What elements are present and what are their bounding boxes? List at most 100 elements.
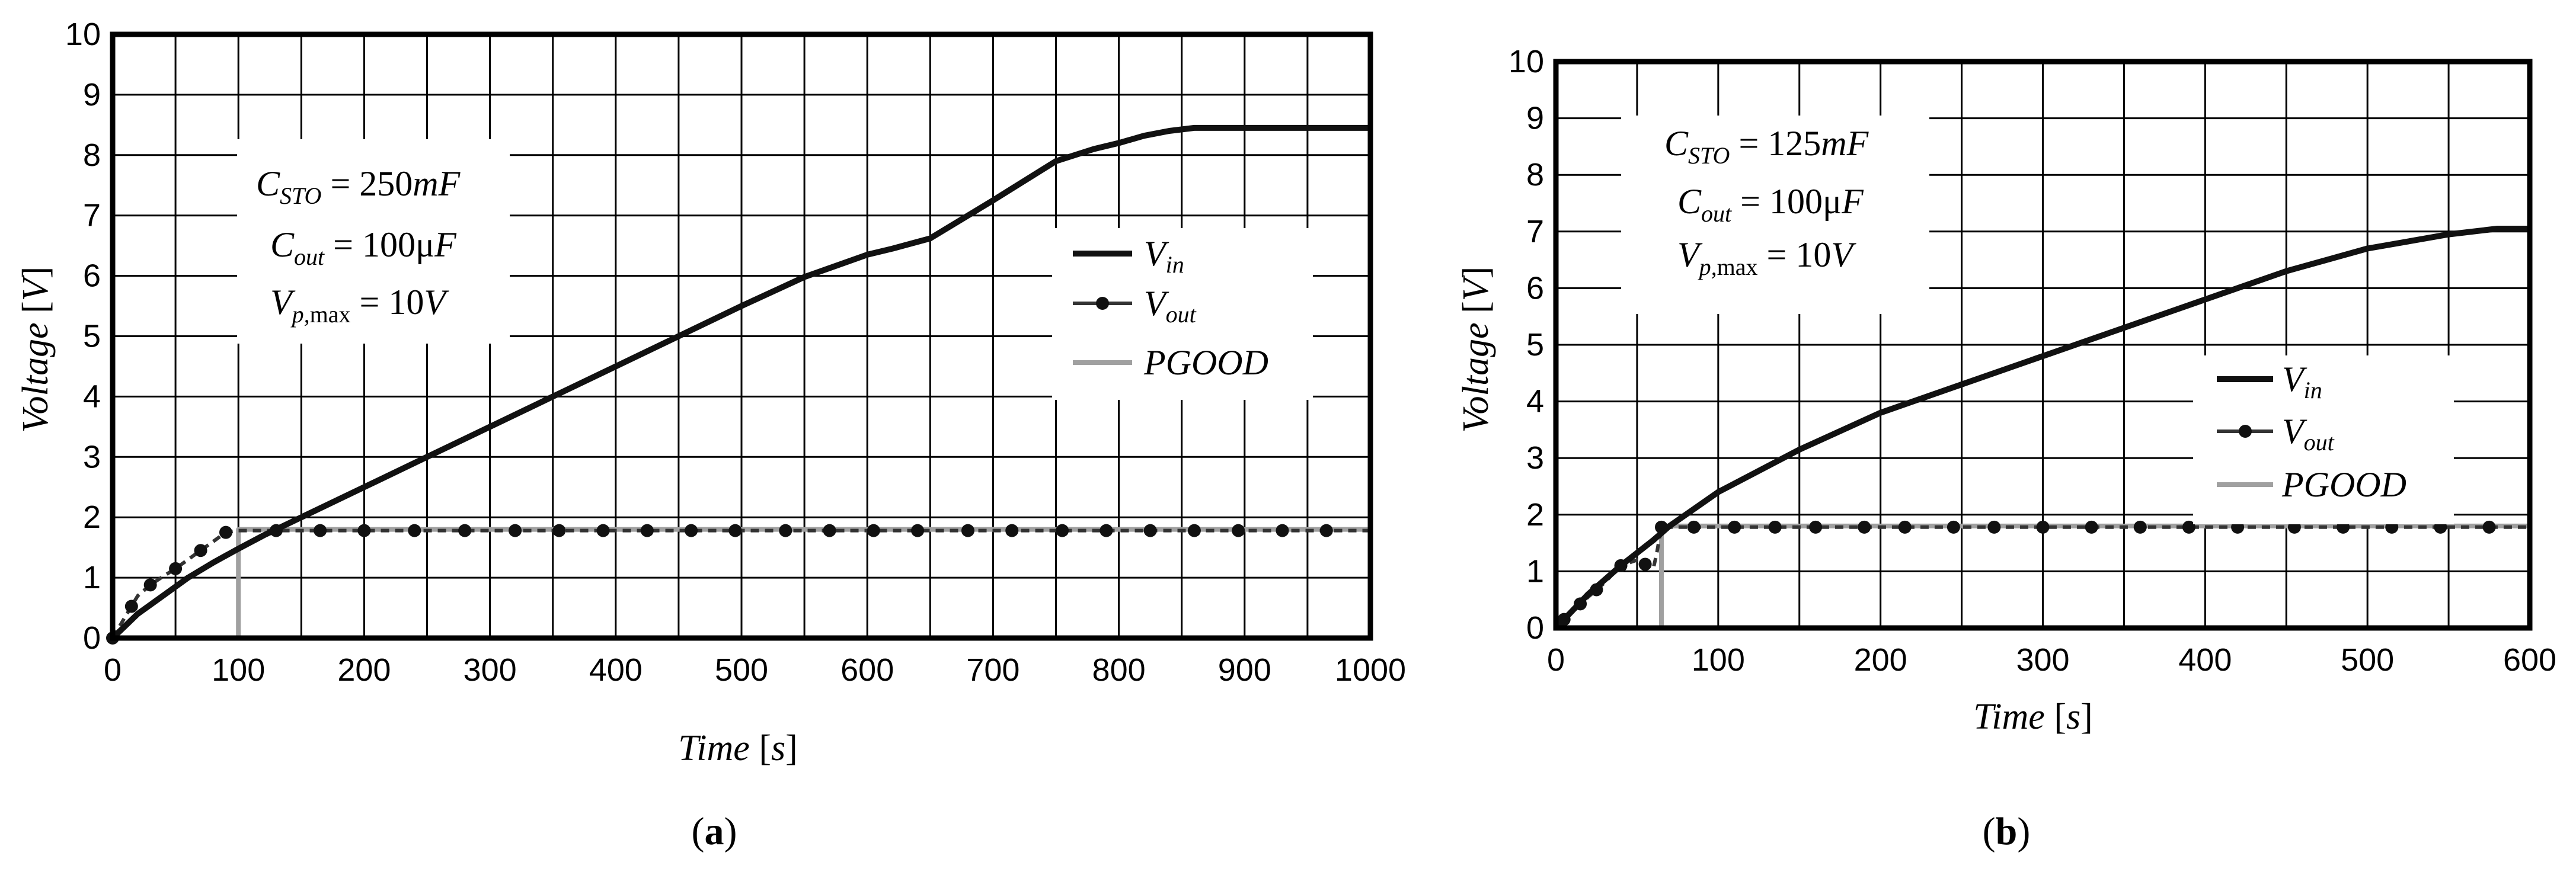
chart-a-ylabel-bracket-close: ] <box>15 267 56 279</box>
chart-a-series-pgood <box>138 527 1370 640</box>
chart-b-ytick-label: 8 <box>1526 157 1544 193</box>
chart-a-vout-point <box>1005 524 1019 537</box>
chart-b-vout-point <box>2182 520 2195 534</box>
chart-b-legend: Vin Vout PGOOD <box>2193 355 2454 524</box>
legend-pgood-label: PGOOD <box>2281 465 2406 504</box>
chart-a-xtick-label: 300 <box>464 652 517 688</box>
annot-unit: V <box>424 283 449 322</box>
chart-b-yunit: V <box>1456 275 1496 301</box>
chart-b-vout-point <box>1728 520 1741 534</box>
chart-a-vout-point <box>1143 524 1157 537</box>
chart-a-annot-line2: Cout = 100μF <box>270 225 457 270</box>
annot-value: = 250 <box>321 164 413 203</box>
chart-b-ylabel-bracket-close: ] <box>1456 267 1496 279</box>
chart-b-ytick-label: 5 <box>1526 327 1544 363</box>
chart-b-annot-line2: Cout = 100μF <box>1677 182 1864 227</box>
legend-vin-label: Vin <box>2282 360 2322 403</box>
annot-sub: STO <box>1688 142 1730 169</box>
chart-a-ylabel-bracket-open: [ <box>15 301 56 322</box>
chart-a-yunit: V <box>15 275 56 301</box>
chart-b-xunit: s <box>2066 697 2080 737</box>
chart-a-xtick-label: 800 <box>1092 652 1146 688</box>
chart-a-caption: (a) <box>692 810 737 853</box>
chart-b-series-v-in <box>1554 226 2530 630</box>
annot-sub: out <box>294 243 325 270</box>
chart-b-vout-point <box>1768 520 1782 534</box>
chart-a-ytick-label: 0 <box>83 620 101 656</box>
chart-b-vout-point <box>2036 520 2050 534</box>
chart-a-annot-line3: Vp,max = 10V <box>270 283 449 328</box>
legend-vout-marker <box>2239 425 2252 438</box>
annot-unit: mF <box>413 164 461 203</box>
chart-a-legend-box <box>1052 228 1313 400</box>
annot-value: = 10 <box>1758 235 1832 274</box>
chart-a-ytick-label: 7 <box>83 198 101 233</box>
chart-a-vout-point <box>1276 524 1289 537</box>
chart-a-xtick-label: 600 <box>840 652 894 688</box>
chart-b-ytick-label: 1 <box>1526 553 1544 589</box>
chart-a-ytick-label: 4 <box>83 379 101 414</box>
chart-a-xtick-label: 0 <box>104 652 122 688</box>
chart-a-series-v-in <box>110 124 1370 640</box>
annot-value: = 125 <box>1730 124 1821 163</box>
chart-a-frame <box>110 31 1373 641</box>
chart-b-xlabel: Time [s] <box>1973 697 2093 737</box>
chart-b-ylabel-bracket-open: [ <box>1456 301 1496 322</box>
chart-b-xtick-label: 600 <box>2503 642 2556 678</box>
chart-a-ticks: 0 100 200 300 400 500 600 700 800 900 1000 0 1 2 3 4 5 6 7… <box>65 17 1406 688</box>
chart-a-vout-point <box>1319 524 1333 537</box>
annot-sub: out <box>1701 200 1732 227</box>
chart-a-vout-point <box>961 524 974 537</box>
chart-b-vout-point <box>1947 520 1960 534</box>
chart-b-ylabel: Voltage [V] <box>1456 267 1496 433</box>
chart-a-xlabel-text: Time <box>678 728 750 768</box>
annot-unit: mF <box>1821 124 1869 163</box>
chart-a-vout-point <box>194 544 207 557</box>
chart-b-legend-box <box>2193 355 2454 524</box>
annot-sub: STO <box>280 182 321 209</box>
chart-b-annot-line3: Vp,max = 10V <box>1677 235 1856 280</box>
chart-b-annotation: C STO = 125mF Cout = 100μF Vp,max = 10V <box>1621 116 1929 314</box>
chart-a-vout-point <box>823 524 836 537</box>
chart-b-vout-point <box>1987 520 2001 534</box>
chart-a-ytick-label: 2 <box>83 499 101 535</box>
chart-a-xtick-label: 400 <box>589 652 643 688</box>
annot-sym: C <box>270 225 295 264</box>
annot-unit: F <box>434 225 457 264</box>
chart-a-vout-point <box>640 524 654 537</box>
chart-b-caption-letter: b <box>1996 810 2018 853</box>
chart-a-xtick-label: 1000 <box>1335 652 1406 688</box>
annot-sub-max: max <box>1717 254 1758 280</box>
annot-sym: V <box>270 283 296 322</box>
chart-b-ytick-label: 7 <box>1526 214 1544 249</box>
chart-a-vout-point <box>779 524 792 537</box>
annot-sym: C <box>1677 182 1702 221</box>
chart-b-vout-point <box>1638 557 1652 571</box>
chart-a-xtick-label: 700 <box>966 652 1019 688</box>
annot-sym: C <box>256 164 280 203</box>
chart-a-xlabel-bracket-close: ] <box>785 728 798 768</box>
chart-a-ytick-label: 6 <box>83 258 101 294</box>
chart-b-ytick-label: 10 <box>1508 44 1544 79</box>
chart-a-vout-point <box>124 600 138 613</box>
annot-unit: F <box>1841 182 1864 221</box>
chart-a-vout-point <box>1100 524 1113 537</box>
chart-a-ytick-label: 5 <box>83 319 101 354</box>
chart-b-ytick-label: 6 <box>1526 270 1544 306</box>
annot-unit: V <box>1831 235 1856 274</box>
chart-a-xtick-label: 500 <box>715 652 768 688</box>
chart-a-vout-point <box>1056 524 1069 537</box>
chart-b-xtick-label: 0 <box>1547 642 1565 678</box>
annot-sub-max: max <box>310 301 351 328</box>
chart-a-annot-line1: CSTO = 250mF <box>256 164 461 209</box>
chart-b-ytick-label: 3 <box>1526 440 1544 476</box>
chart-a-vout-point <box>867 524 880 537</box>
chart-a-ytick-label: 10 <box>65 17 101 52</box>
chart-a-vout-point <box>728 524 742 537</box>
chart-a-vout-point <box>1232 524 1245 537</box>
annot-value: = 100μ <box>1731 182 1842 221</box>
chart-a-annotation-box <box>237 139 510 344</box>
chart-b-vout-point <box>2133 520 2147 534</box>
annot-value: = 10 <box>351 283 424 322</box>
